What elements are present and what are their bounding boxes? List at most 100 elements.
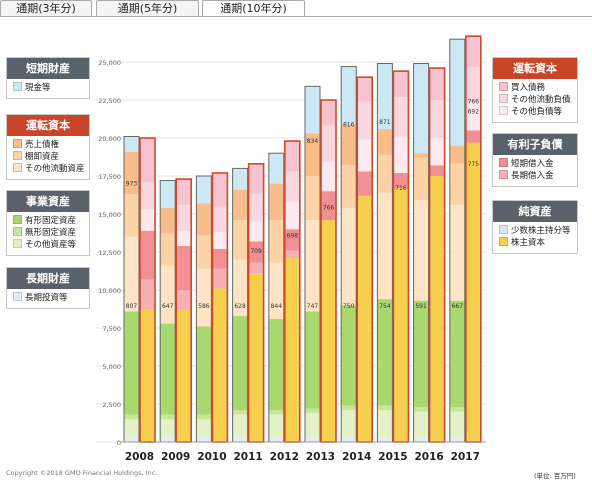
asset-segment <box>377 63 393 129</box>
liability-segment <box>393 188 409 442</box>
legend-title: 運転資本 <box>493 58 577 79</box>
x-category-label: 2012 <box>270 451 299 463</box>
asset-segment <box>341 305 357 406</box>
asset-segment <box>124 136 139 152</box>
asset-segment <box>196 203 212 236</box>
tab-3-years[interactable]: 通期(3年分) <box>0 0 92 17</box>
asset-segment <box>160 180 176 208</box>
y-tick-label: 22,500 <box>98 97 121 105</box>
liability-segment <box>176 204 192 231</box>
asset-segment <box>232 410 248 415</box>
legend-label: その他負債等 <box>511 107 563 117</box>
asset-segment <box>305 176 320 221</box>
liability-segment <box>140 182 155 210</box>
liability-segment <box>212 248 228 269</box>
swatch <box>13 215 22 224</box>
data-label-bottom: 844 <box>271 303 283 310</box>
swatch <box>499 158 508 167</box>
asset-segment <box>413 157 429 201</box>
liability-segment <box>393 71 409 97</box>
liability-segment <box>465 101 481 131</box>
tab-5-years[interactable]: 通期(5年分) <box>96 0 199 17</box>
asset-segment <box>305 311 320 409</box>
liability-segment <box>176 245 192 290</box>
asset-segment <box>377 437 393 442</box>
legend-item-cash: 現金等 <box>13 82 89 94</box>
x-category-label: 2010 <box>197 451 226 463</box>
asset-segment <box>377 405 393 411</box>
liability-segment <box>212 268 228 289</box>
legend-item-receivables: 売上債権 <box>13 139 89 151</box>
y-tick-label: 0 <box>117 439 121 447</box>
x-category-label: 2008 <box>125 451 154 463</box>
liability-segment <box>465 142 481 442</box>
liability-segment <box>321 100 336 126</box>
legend-item-other-liabilities: その他負債等 <box>499 106 577 118</box>
asset-segment <box>341 124 357 166</box>
swatch <box>13 139 22 148</box>
liability-segment <box>393 96 409 137</box>
x-category-label: 2016 <box>414 451 443 463</box>
asset-segment <box>268 220 284 263</box>
asset-segment <box>196 414 212 420</box>
liability-segment <box>248 273 264 442</box>
data-label-mid: 709 <box>250 248 262 255</box>
asset-segment <box>449 411 465 438</box>
swatch <box>13 163 22 172</box>
legend-label: 現金等 <box>25 83 51 93</box>
liability-segment <box>176 309 192 442</box>
legend-label: その他流動負債 <box>511 95 571 105</box>
y-tick-label: 15,000 <box>98 211 121 219</box>
legend-title: 短期財産 <box>7 58 89 79</box>
data-label-top: 692 <box>468 109 480 116</box>
liability-segment <box>321 191 336 221</box>
swatch <box>13 151 22 160</box>
asset-segment <box>160 265 176 324</box>
asset-segment <box>305 437 320 442</box>
legend-item-long-term-investments: 長期投資等 <box>13 292 89 304</box>
asset-segment <box>232 315 248 411</box>
asset-segment <box>377 299 393 406</box>
x-category-label: 2014 <box>342 451 371 463</box>
data-label-bottom: 750 <box>343 303 355 310</box>
legend-item-shareholders-equity: 株主資本 <box>499 237 577 249</box>
legend-item-payables: 買入債務 <box>499 82 577 94</box>
legend-title: 有利子負債 <box>493 134 577 155</box>
liability-segment <box>176 230 192 246</box>
swatch <box>499 225 508 234</box>
swatch <box>13 227 22 236</box>
liability-segment <box>212 232 228 249</box>
y-tick-label: 10,000 <box>98 287 121 295</box>
liability-segment <box>176 290 192 310</box>
asset-segment <box>377 154 393 193</box>
asset-segment <box>232 189 248 221</box>
tab-3-years-label: 通期(3年分) <box>16 2 76 15</box>
asset-segment <box>160 233 176 266</box>
liability-segment <box>176 179 192 205</box>
tab-10-years[interactable]: 通期(10年分) <box>202 0 305 18</box>
asset-segment <box>124 151 139 195</box>
data-label-mid: 698 <box>287 232 299 239</box>
data-label-mid: 775 <box>468 161 480 168</box>
liability-segment <box>248 221 264 242</box>
liability-segment <box>212 206 228 233</box>
asset-segment <box>160 323 176 415</box>
legend-label: その他資産等 <box>25 240 77 250</box>
asset-segment <box>196 176 212 204</box>
asset-segment <box>413 411 429 438</box>
liability-segment <box>465 66 481 102</box>
asset-segment <box>377 128 393 155</box>
liability-segment <box>284 201 300 230</box>
data-label-mid: 766 <box>323 204 335 211</box>
liability-segment <box>284 141 300 172</box>
tab-divider <box>0 16 592 17</box>
legend-label: 買入債務 <box>511 83 546 93</box>
asset-segment <box>341 410 357 438</box>
asset-segment <box>305 86 320 134</box>
liability-segment <box>248 262 264 274</box>
data-label-top: 766 <box>468 99 480 106</box>
swatch <box>499 82 508 91</box>
asset-segment <box>124 414 139 420</box>
asset-segment <box>268 318 284 411</box>
asset-segment <box>160 437 176 442</box>
